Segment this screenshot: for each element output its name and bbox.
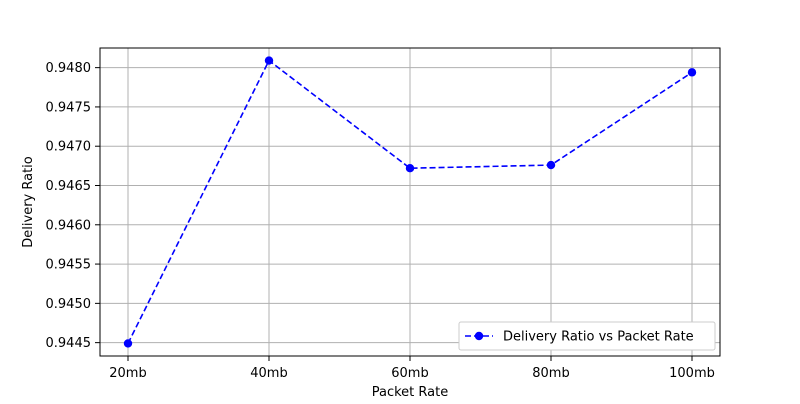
data-point bbox=[264, 56, 274, 65]
grid-layer bbox=[100, 48, 720, 356]
data-point bbox=[546, 160, 556, 170]
y-axis-title: Delivery Ratio bbox=[21, 156, 36, 248]
x-axis-title: Packet Rate bbox=[372, 385, 448, 400]
data-point bbox=[123, 339, 133, 348]
x-tick-label: 60mb bbox=[391, 366, 428, 381]
x-tick-label: 40mb bbox=[250, 366, 287, 381]
y-tick-label: 0.9445 bbox=[46, 336, 92, 351]
series-layer bbox=[123, 56, 697, 348]
legend: Delivery Ratio vs Packet Rate bbox=[458, 321, 716, 351]
series-line bbox=[127, 59, 693, 344]
data-point bbox=[405, 164, 415, 173]
legend-box bbox=[458, 321, 716, 351]
legend-marker bbox=[474, 331, 484, 341]
y-tick-label: 0.9450 bbox=[46, 297, 92, 312]
y-tick-label: 0.9465 bbox=[46, 179, 92, 194]
x-tick-label: 80mb bbox=[532, 366, 569, 381]
x-tick-label: 100mb bbox=[669, 366, 715, 381]
y-tick-label: 0.9455 bbox=[46, 258, 92, 273]
legend-label: Delivery Ratio vs Packet Rate bbox=[503, 330, 694, 345]
x-tick-label: 20mb bbox=[109, 366, 146, 381]
y-tick-label: 0.9470 bbox=[46, 140, 92, 155]
x-axis: 20mb 40mb 60mb 80mb 100mb bbox=[109, 356, 715, 381]
data-point bbox=[687, 68, 697, 77]
y-tick-label: 0.9460 bbox=[46, 218, 92, 233]
y-tick-label: 0.9480 bbox=[46, 61, 92, 76]
y-tick-label: 0.9475 bbox=[46, 100, 92, 115]
y-axis: 0.9445 0.9450 0.9455 0.9460 0.9465 0.9470 0.94… bbox=[46, 61, 100, 351]
